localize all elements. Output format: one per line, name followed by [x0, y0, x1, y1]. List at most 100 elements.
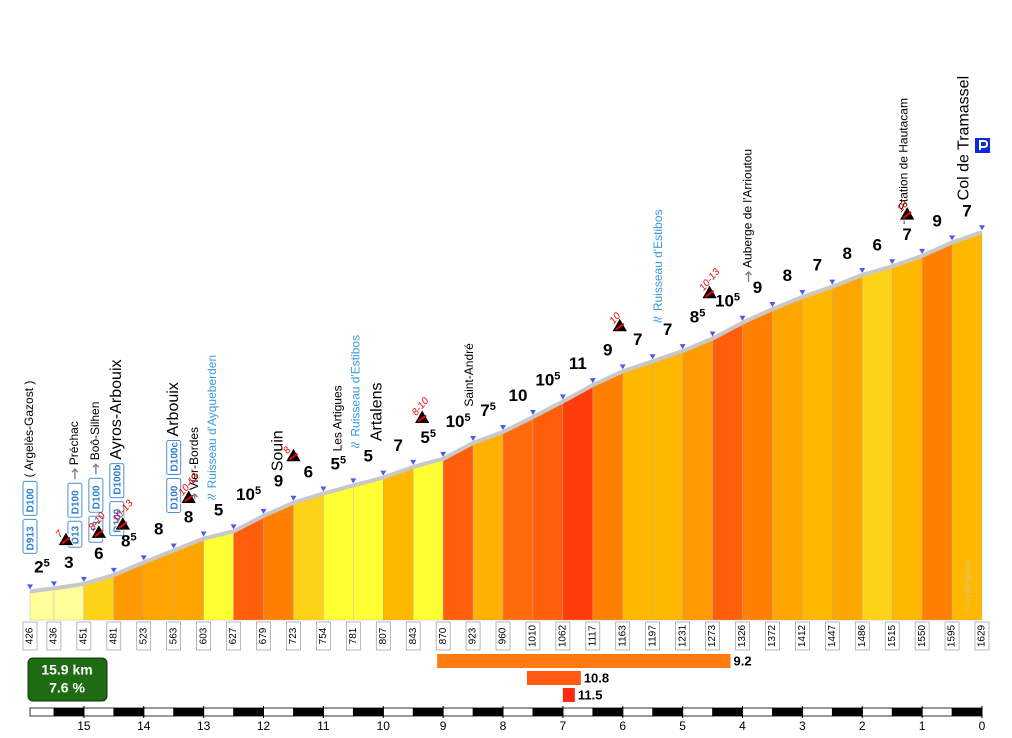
waypoint-marker [589, 378, 596, 384]
gradient-label: 7 [393, 436, 402, 455]
profile-segment [921, 242, 953, 621]
profile-segment [203, 531, 234, 621]
waypoint-marker [320, 486, 327, 492]
place-label: Saint-André [462, 343, 476, 407]
arrow-icon [92, 463, 100, 475]
waypoint-marker [859, 267, 866, 273]
x-tick-label: 9 [440, 719, 447, 733]
scale-band [861, 707, 893, 717]
elevation-box [854, 621, 870, 651]
gradient-label-int: 9 [753, 278, 762, 297]
gradient-label: 8 [843, 244, 852, 263]
gradient-label-int: 7 [663, 321, 672, 340]
waypoint-marker [410, 459, 417, 465]
scale-band [682, 707, 713, 717]
summary-box: 15.9 km 7.6 % [27, 657, 108, 702]
road-sign: D100 [22, 480, 38, 516]
steep-section-label: 10.8 [584, 670, 609, 685]
gradient-label: 75 [480, 401, 496, 421]
scale-band [622, 707, 654, 717]
waypoint-marker [470, 435, 477, 441]
steep-warning-slope [94, 529, 104, 538]
waypoint-marker [110, 567, 117, 573]
x-tick-label: 3 [799, 719, 806, 733]
road-sign-box [67, 482, 83, 518]
parking-icon [975, 138, 990, 153]
road-sign: D913 [22, 518, 38, 554]
profile-segment [712, 322, 743, 621]
x-tick-label: 7 [560, 719, 567, 733]
scale-band [233, 707, 264, 717]
x-tick-label: 6 [619, 719, 626, 733]
scale-band [442, 707, 474, 717]
elevation-label: 960 [498, 627, 509, 644]
scale-band [891, 707, 923, 717]
scale-band [562, 707, 594, 717]
place-label: Ruisseau d'Ayqueberden [205, 355, 219, 489]
gradient-label-int: 3 [64, 553, 73, 572]
gradient-label: 5 [364, 447, 373, 466]
scale-band [532, 707, 564, 717]
place-label: Artalens [368, 382, 385, 441]
steep-warning-slope [615, 322, 625, 331]
gradient-label-int: 9 [274, 472, 283, 491]
elevation-label: 451 [79, 627, 90, 644]
elevation-box [825, 621, 840, 651]
waypoint-marker [979, 225, 985, 231]
steep-warning-slope [288, 452, 299, 461]
scale-band [322, 707, 354, 717]
gradient-label: 9 [753, 278, 762, 297]
profile-segment [772, 296, 803, 621]
steep-section-label: 9.2 [734, 653, 752, 668]
road-sign-label: D100b [112, 465, 123, 495]
gradient-label-int: 6 [94, 544, 103, 563]
gradient-label-int: 7 [962, 202, 971, 221]
waypoint-marker [290, 495, 297, 501]
profile-segment [862, 266, 893, 621]
gradient-label-frac: 5 [699, 307, 705, 319]
elevation-label: 723 [288, 627, 299, 644]
elevation-box [675, 621, 690, 651]
scale-band [352, 707, 384, 717]
elevation-label: 870 [438, 627, 449, 644]
elevation-box [22, 621, 38, 651]
elevation-box [765, 621, 780, 651]
waypoint-marker [799, 290, 806, 296]
elevation-label: 627 [228, 627, 239, 644]
road-sign-label: D100 [112, 508, 123, 532]
steep-warning-slope [902, 211, 912, 219]
road-sign: D100 [67, 482, 83, 518]
profile-segment [682, 338, 713, 621]
scale-band [772, 707, 803, 717]
gradient-label-int: 10 [715, 292, 734, 311]
river-icon [350, 442, 360, 449]
waypoint-marker [230, 524, 237, 530]
elevation-box [914, 621, 930, 651]
elevation-label: 1117 [587, 625, 598, 646]
gradient-label-int: 10 [535, 371, 554, 390]
parking-glyph [979, 140, 989, 150]
steep-section-bar [437, 654, 731, 668]
gradient-label-int: 7 [902, 225, 911, 244]
summary-distance: 15.9 km [41, 662, 92, 678]
gradient-label-frac: 5 [734, 292, 740, 304]
gradient-label: 25 [34, 557, 50, 577]
profile-segment [383, 466, 414, 621]
elevation-label: 481 [108, 627, 119, 644]
road-sign-box [22, 518, 38, 554]
elevation-label: 1062 [558, 624, 569, 647]
elevation-box [46, 621, 62, 651]
steep-warning-slope [61, 536, 71, 545]
elevation-box [465, 621, 481, 651]
steep-section-label: 11.5 [578, 687, 603, 702]
gradient-label: 55 [420, 428, 436, 448]
elevation-label: 1486 [857, 624, 868, 647]
x-tick-label: 13 [197, 719, 211, 733]
gradient-label-frac: 5 [44, 557, 50, 569]
road-sign: D100c [166, 439, 182, 475]
profile-segment [412, 458, 444, 621]
credit: © cyclingcols [962, 559, 972, 612]
gradient-label-int: 6 [304, 463, 313, 482]
place-label: Les Artigues [331, 385, 345, 451]
profile-line [29, 230, 983, 594]
